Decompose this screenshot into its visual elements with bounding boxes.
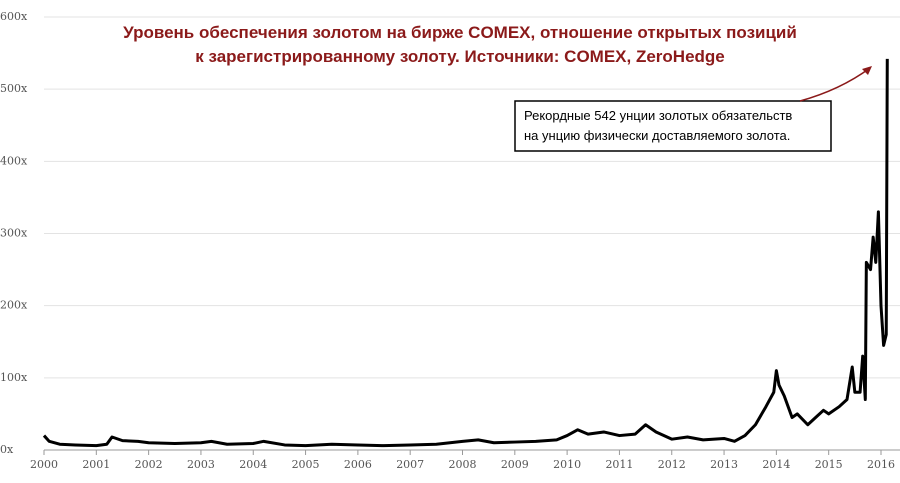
y-tick-label: 200x <box>0 299 28 312</box>
x-tick-label: 2008 <box>449 458 477 471</box>
x-tick-label: 2005 <box>292 458 320 471</box>
plot: 0x 100x 200x 300x 400x 500x 600x 2000 2001 2002 20… <box>0 10 900 471</box>
y-tick-label: 400x <box>0 154 28 167</box>
y-tick-label: 600x <box>0 10 28 23</box>
y-tick-label: 500x <box>0 82 28 95</box>
annotation: Рекордные 542 унции золотых обязательств <box>524 108 792 123</box>
y-tick-label: 100x <box>0 371 28 384</box>
x-tick-label: 2001 <box>82 458 110 471</box>
x-tick-label: 2011 <box>605 458 633 471</box>
arrow-head <box>862 66 872 75</box>
line <box>42 58 889 448</box>
y-tick-label: 0x <box>0 443 14 456</box>
y-tick-label: 300x <box>0 227 28 240</box>
x-tick-label: 2012 <box>658 458 686 471</box>
annotation-arrow <box>799 67 871 102</box>
chart-title: к зарегистрированному золоту. Источники:… <box>195 47 725 66</box>
annotation: на унцию физически доставляемого золота. <box>524 128 790 143</box>
x-tick-label: 2013 <box>710 458 738 471</box>
x-tick-label: 2016 <box>867 458 895 471</box>
x-tick-label: 2009 <box>501 458 529 471</box>
x-tick-label: 2002 <box>135 458 163 471</box>
annotation-box <box>514 100 832 152</box>
x-tick-label: 2000 <box>30 458 58 471</box>
x-tick-label: 2010 <box>553 458 581 471</box>
x-tick-label: 2014 <box>762 458 790 471</box>
x-tick-label: 2006 <box>344 458 372 471</box>
x-tick-label: 2004 <box>239 458 267 471</box>
chart-title: Уровень обеспечения золотом на бирже COM… <box>123 23 797 42</box>
x-tick-label: 2015 <box>815 458 843 471</box>
x-tick-label: 2007 <box>396 458 424 471</box>
x-tick-label: 2003 <box>187 458 215 471</box>
